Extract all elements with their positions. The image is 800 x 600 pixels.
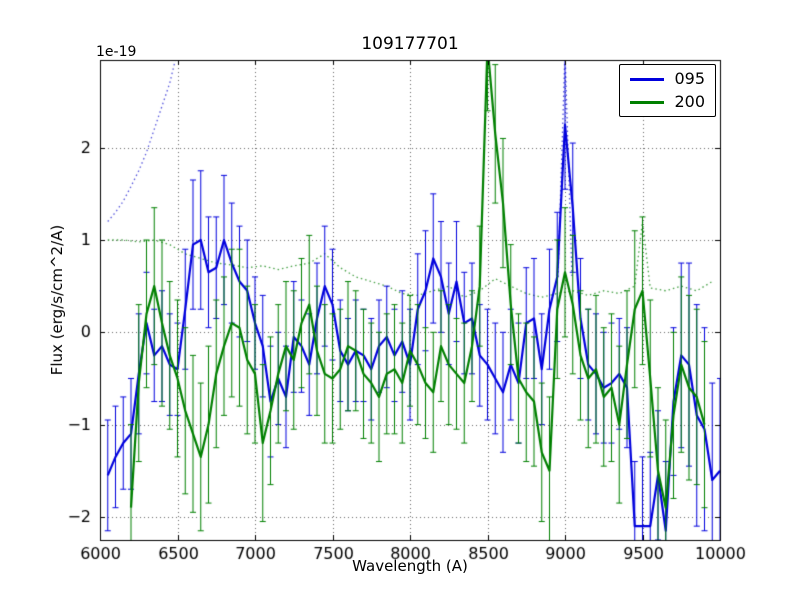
chart-title: 109177701 — [361, 34, 459, 54]
legend-line-swatch-200 — [630, 100, 665, 104]
legend-label: 095 — [674, 69, 705, 88]
y-axis-offset-text: 1e-19 — [96, 44, 137, 60]
y-axis-label: Flux (erg/s/cm^2/A) — [48, 224, 66, 376]
x-axis-label: Wavelength (A) — [352, 557, 468, 575]
legend-line-swatch-095 — [630, 77, 665, 81]
legend-entry: 095 — [630, 71, 705, 87]
legend-label: 200 — [674, 92, 705, 111]
legend-entry: 200 — [630, 94, 705, 110]
legend: 095 200 — [619, 64, 716, 117]
